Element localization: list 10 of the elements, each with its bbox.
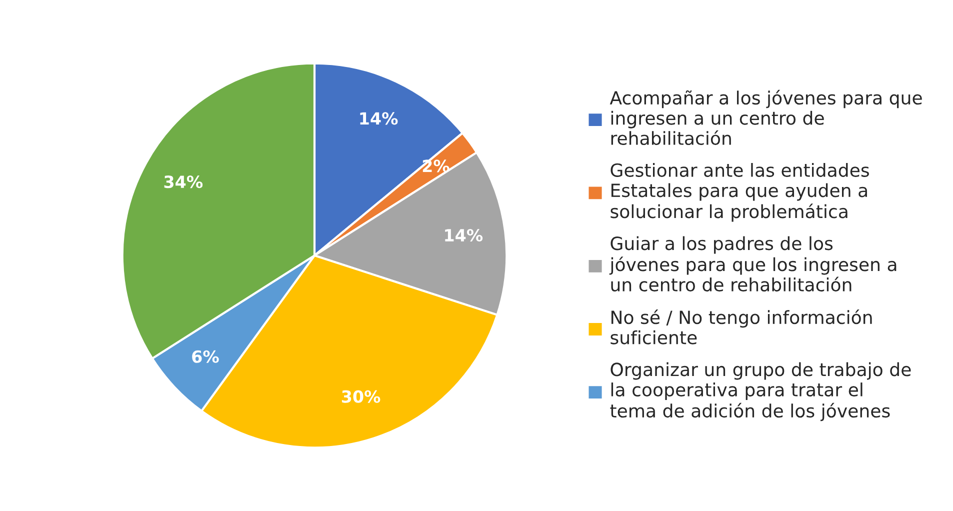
data-label: 6% [192,350,219,363]
legend-label: No sé / No tengo información suficiente [610,309,872,344]
data-label: 34% [164,176,203,188]
data-label: 30% [342,390,380,403]
legend-label: Acompañar a los jóvenes para que ingresen a un centro de rehabilitación [610,90,922,146]
legend-label: Guiar a los padres de los jóvenes para que los ingresen a un centro de rehabilitación [609,236,896,292]
data-label: 14% [445,228,483,242]
legend-label: Gestionar ante las entidades Estatales para que ayuden a solucionar la problemática [610,163,869,222]
data-label: 14% [360,112,398,125]
legend-label: Organizar un grupo de trabajo de la cooperativa para tratar el tema de adición de los jóvenes [610,362,911,422]
